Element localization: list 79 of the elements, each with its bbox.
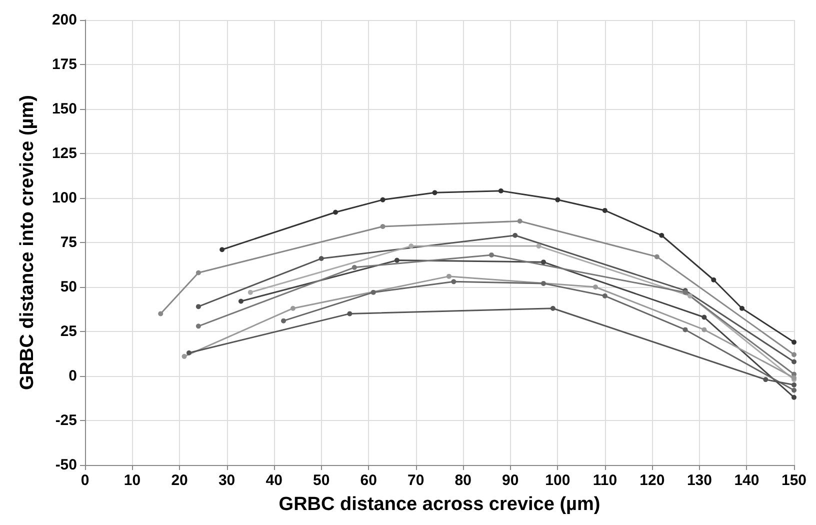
point bbox=[540, 260, 546, 265]
point bbox=[792, 388, 796, 393]
x-tick-label: 100 bbox=[545, 472, 570, 489]
point bbox=[451, 279, 456, 284]
x-tick-label: 70 bbox=[408, 472, 424, 489]
point bbox=[550, 306, 556, 311]
point bbox=[602, 208, 608, 213]
x-tick-label: 30 bbox=[218, 472, 236, 489]
point bbox=[602, 293, 608, 298]
point bbox=[659, 232, 664, 238]
point bbox=[792, 359, 796, 364]
point bbox=[196, 270, 201, 276]
x-tick-label: 60 bbox=[360, 472, 377, 489]
point bbox=[220, 247, 225, 252]
x-tick-label: 110 bbox=[592, 472, 618, 489]
y-tick-label: 125 bbox=[52, 145, 77, 162]
x-tick-label: 120 bbox=[640, 472, 665, 489]
point bbox=[290, 306, 296, 311]
point bbox=[196, 304, 201, 310]
point bbox=[333, 210, 338, 215]
x-tick-label: 10 bbox=[124, 472, 141, 489]
point bbox=[540, 280, 546, 286]
x-tick-label: 130 bbox=[686, 472, 712, 489]
point bbox=[318, 256, 324, 262]
point bbox=[158, 311, 164, 316]
point bbox=[432, 190, 438, 196]
point bbox=[347, 311, 352, 316]
y-tick-label: 50 bbox=[60, 278, 77, 296]
point bbox=[682, 327, 688, 332]
x-tick-label: 20 bbox=[171, 472, 188, 489]
x-tick-label: 0 bbox=[80, 472, 90, 489]
point bbox=[281, 318, 286, 324]
x-axis-title: GRBC distance across crevice (µm) bbox=[278, 494, 600, 515]
point bbox=[380, 224, 386, 229]
point bbox=[196, 324, 201, 329]
point bbox=[740, 306, 745, 311]
point bbox=[498, 188, 504, 194]
point bbox=[517, 218, 522, 224]
point bbox=[238, 298, 244, 304]
point bbox=[592, 284, 598, 290]
point bbox=[446, 274, 452, 279]
x-tick-label: 80 bbox=[454, 472, 472, 489]
point bbox=[792, 382, 796, 388]
point bbox=[394, 258, 400, 263]
point bbox=[182, 354, 187, 359]
point bbox=[792, 352, 796, 358]
point bbox=[763, 377, 768, 382]
point bbox=[654, 254, 660, 260]
point bbox=[489, 252, 494, 258]
y-tick-label: 75 bbox=[60, 234, 77, 251]
y-tick-label: 0 bbox=[68, 368, 77, 384]
x-tick-label: 40 bbox=[266, 472, 282, 489]
y-tick-label: 25 bbox=[60, 323, 77, 340]
point bbox=[186, 350, 192, 356]
point bbox=[536, 244, 542, 249]
x-tick-label: 90 bbox=[502, 472, 519, 489]
x-tick-label: 140 bbox=[734, 472, 760, 489]
x-tick-label: 150 bbox=[781, 472, 807, 489]
y-axis-title: GRBC distance into crevice (µm) bbox=[17, 95, 38, 390]
y-tick-label: -50 bbox=[55, 456, 77, 474]
point bbox=[512, 232, 518, 238]
y-tick-label: 200 bbox=[52, 12, 77, 28]
point bbox=[702, 314, 707, 320]
y-tick-label: 100 bbox=[52, 190, 77, 206]
point bbox=[792, 340, 796, 345]
point bbox=[352, 264, 357, 270]
point bbox=[702, 327, 707, 332]
point bbox=[688, 293, 693, 298]
x-tick-label: 50 bbox=[312, 472, 330, 489]
point bbox=[555, 197, 560, 202]
y-tick-label: 150 bbox=[52, 100, 77, 118]
point bbox=[248, 290, 253, 295]
point bbox=[380, 197, 386, 202]
point bbox=[792, 394, 796, 400]
point bbox=[711, 277, 716, 282]
point bbox=[408, 244, 414, 249]
point bbox=[370, 290, 376, 295]
y-tick-label: 175 bbox=[52, 56, 77, 73]
y-tick-label: -25 bbox=[55, 412, 77, 429]
